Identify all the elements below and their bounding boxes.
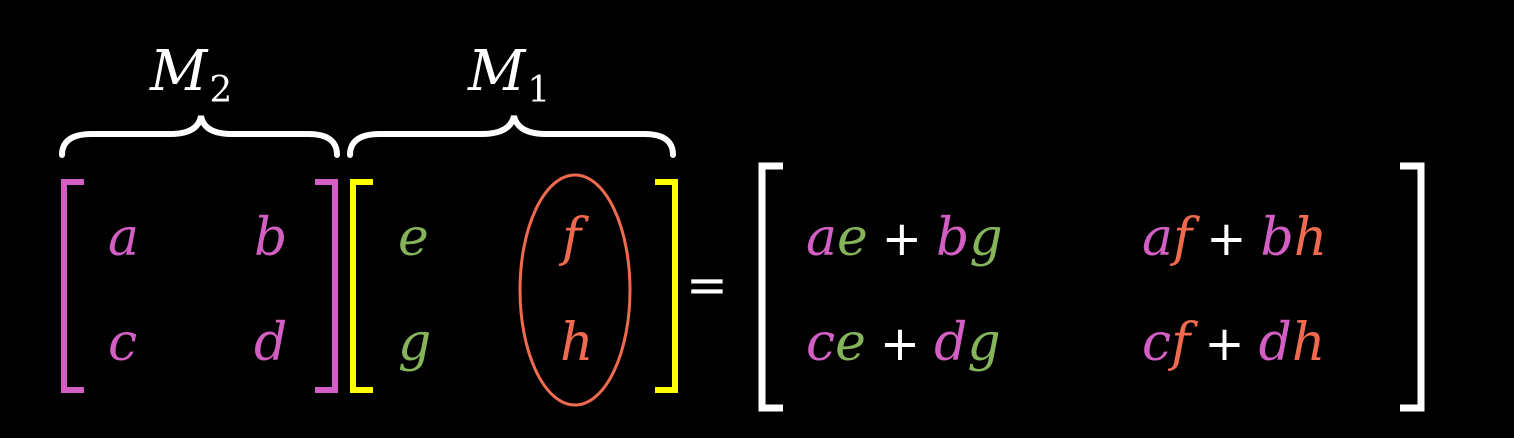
m1-right-bracket <box>655 179 678 393</box>
m2-entry-b: b <box>254 208 288 268</box>
m1-entry-g: g <box>398 313 432 373</box>
m2-curly-brace <box>59 115 340 158</box>
result-entry-row1-col2: af + bh <box>1142 208 1328 268</box>
result-left-bracket <box>758 162 783 412</box>
m1-curly-brace <box>347 115 676 158</box>
m2-left-bracket <box>61 179 84 393</box>
m1-label: M1 <box>468 39 551 111</box>
m2-entry-d: d <box>254 313 288 373</box>
column-highlight-ellipse <box>518 173 632 407</box>
m2-entry-c: c <box>108 313 138 373</box>
equals-sign: = <box>686 256 728 314</box>
m1-entry-h: h <box>560 313 594 373</box>
m1-entry-e: e <box>398 208 429 268</box>
m1-left-bracket <box>350 179 373 393</box>
m1-entry-f: f <box>562 208 582 268</box>
m2-label: M2 <box>150 39 233 111</box>
result-entry-row2-col1: ce + dg <box>806 313 1001 373</box>
m2-entry-a: a <box>108 208 140 268</box>
result-entry-row1-col1: ae + bg <box>806 208 1003 268</box>
m2-right-bracket <box>315 179 338 393</box>
result-entry-row2-col2: cf + dh <box>1142 313 1326 373</box>
result-right-bracket <box>1400 162 1425 412</box>
